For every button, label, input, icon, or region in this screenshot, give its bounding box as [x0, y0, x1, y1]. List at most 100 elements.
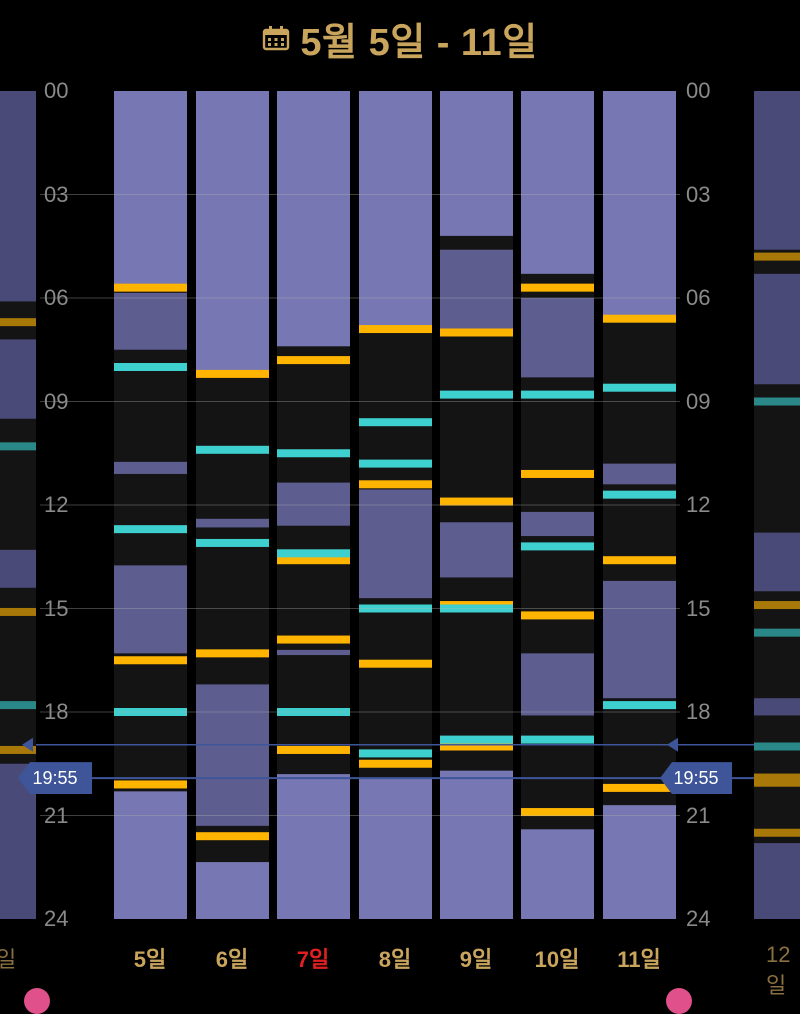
- time-marker-arrow: [22, 737, 33, 752]
- sleep-segment: [754, 273, 800, 385]
- feed-marker: [603, 314, 676, 323]
- sleep-segment: [754, 698, 800, 716]
- sleep-segment: [754, 532, 800, 592]
- diaper-marker: [603, 701, 676, 710]
- sleep-segment: [603, 805, 676, 919]
- diaper-marker: [359, 459, 432, 468]
- day-label[interactable]: 11일: [617, 947, 661, 972]
- diaper-marker: [754, 397, 800, 406]
- feed-marker: [277, 356, 350, 365]
- feed-marker: [440, 328, 513, 337]
- feed-marker: [359, 659, 432, 668]
- day-label[interactable]: 7일: [296, 947, 330, 972]
- hour-label-left: 12: [44, 492, 69, 517]
- feed-marker: [603, 556, 676, 565]
- feed-marker: [521, 469, 594, 478]
- diaper-marker: [0, 442, 36, 451]
- next-day-label[interactable]: 12일: [766, 942, 791, 998]
- diaper-marker: [359, 604, 432, 613]
- current-time-badge: 19:55: [18, 762, 92, 795]
- diaper-marker: [359, 749, 432, 758]
- hour-label-right: 12: [686, 492, 711, 517]
- time-marker-arrow: [667, 737, 678, 752]
- sleep-segment: [114, 91, 187, 285]
- diaper-marker: [114, 363, 187, 371]
- feed-marker: [754, 778, 800, 787]
- sleep-segment: [754, 843, 800, 919]
- feed-marker: [521, 611, 594, 620]
- hour-label-right: 03: [686, 181, 711, 207]
- sleep-segment: [359, 777, 432, 919]
- feed-marker: [603, 783, 676, 792]
- feed-marker: [114, 283, 187, 292]
- diaper-marker: [521, 390, 594, 399]
- diaper-marker: [521, 735, 594, 744]
- feed-marker: [754, 252, 800, 261]
- day-label[interactable]: 6일: [215, 947, 249, 972]
- feed-marker: [359, 759, 432, 768]
- feed-marker: [0, 607, 36, 616]
- feed-marker: [754, 601, 800, 610]
- nap-segment: [114, 565, 187, 654]
- prev-day-label[interactable]: 일: [0, 947, 17, 972]
- diaper-marker: [440, 604, 513, 613]
- diaper-marker: [603, 383, 676, 392]
- nap-segment: [196, 684, 269, 826]
- sleep-segment: [521, 91, 594, 274]
- nap-segment: [277, 649, 350, 656]
- nap-segment: [196, 518, 269, 528]
- hour-label-left: 15: [44, 595, 69, 621]
- diaper-marker: [603, 490, 676, 499]
- feed-marker: [754, 773, 800, 782]
- day-label[interactable]: 8일: [378, 947, 412, 972]
- diaper-marker: [277, 708, 350, 716]
- feed-marker: [754, 828, 800, 837]
- diaper-marker: [277, 549, 350, 558]
- week-header: 5월 5일 - 11일: [0, 10, 800, 66]
- hour-label-right: 21: [686, 802, 711, 828]
- hour-label-left: 18: [44, 699, 69, 724]
- nap-segment: [440, 249, 513, 330]
- feed-marker: [277, 556, 350, 565]
- feed-marker: [0, 318, 36, 327]
- diaper-marker: [754, 742, 800, 751]
- sleep-segment: [196, 862, 269, 919]
- diaper-marker: [440, 735, 513, 744]
- hour-label-right: 15: [686, 595, 711, 621]
- hour-label-right: 00: [686, 78, 711, 103]
- right-indicator-dot: [666, 988, 692, 1014]
- day-label[interactable]: 9일: [459, 947, 493, 972]
- diaper-marker: [277, 449, 350, 458]
- nap-segment: [521, 511, 594, 537]
- hour-label-left: 21: [44, 802, 69, 828]
- sleep-segment: [196, 91, 269, 371]
- nap-segment: [521, 653, 594, 716]
- day-label[interactable]: 5일: [133, 947, 167, 972]
- nap-segment: [521, 298, 594, 378]
- diaper-marker: [196, 538, 269, 547]
- feed-marker: [440, 497, 513, 506]
- diaper-marker: [0, 701, 36, 710]
- sleep-segment: [440, 91, 513, 236]
- feed-marker: [0, 745, 36, 754]
- sleep-segment: [603, 91, 676, 319]
- nap-segment: [114, 461, 187, 474]
- hour-label-right: 06: [686, 285, 711, 310]
- diaper-marker: [521, 542, 594, 551]
- calendar-icon: [263, 26, 290, 51]
- diaper-marker: [114, 708, 187, 716]
- nap-segment: [359, 489, 432, 599]
- day-label[interactable]: 10일: [534, 947, 580, 972]
- sleep-segment: [277, 774, 350, 919]
- week-range-title: 5월 5일 - 11일: [300, 21, 538, 64]
- nap-segment: [603, 463, 676, 485]
- feed-marker: [359, 325, 432, 334]
- feed-marker: [277, 745, 350, 754]
- hour-label-left: 03: [44, 181, 69, 207]
- diaper-marker: [114, 525, 187, 534]
- nap-segment: [114, 292, 187, 350]
- sleep-segment: [521, 829, 594, 919]
- hour-label-left: 09: [44, 388, 69, 414]
